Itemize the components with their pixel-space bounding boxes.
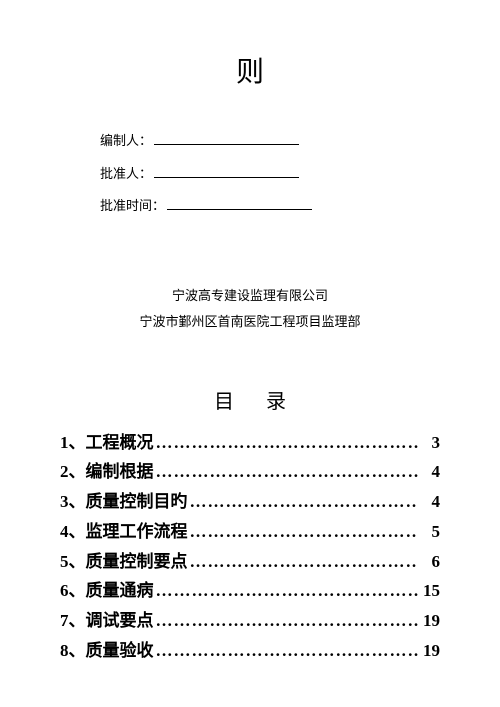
signature-row: 批准时间： — [100, 190, 440, 223]
company-name: 宁波高专建设监理有限公司 — [60, 283, 440, 309]
toc-dots: …………………………………………… — [154, 576, 419, 606]
company-block: 宁波高专建设监理有限公司 宁波市鄞州区首南医院工程项目监理部 — [60, 283, 440, 335]
signature-block: 编制人： 批准人： 批准时间： — [100, 125, 440, 223]
toc-dots: …………………………………………… — [188, 487, 419, 517]
toc-number: 6、 — [60, 576, 86, 606]
signature-underline — [154, 144, 299, 145]
toc-row: 4、 监理工作流程 …………………………………………… 5 — [60, 517, 440, 547]
signature-underline — [167, 209, 312, 210]
toc-row: 6、 质量通病 …………………………………………… 15 — [60, 576, 440, 606]
toc-label: 质量验收 — [86, 636, 154, 666]
toc-title: 目录 — [60, 385, 440, 414]
toc-label: 质量控制要点 — [86, 547, 188, 577]
toc-row: 3、 质量控制目旳 …………………………………………… 4 — [60, 487, 440, 517]
toc-page: 15 — [418, 576, 440, 606]
signature-label: 批准人： — [100, 158, 152, 191]
toc-label: 质量控制目旳 — [86, 487, 188, 517]
toc-page: 3 — [418, 428, 440, 458]
signature-label: 批准时间： — [100, 190, 165, 223]
toc-row: 7、 调试要点 …………………………………………… 19 — [60, 606, 440, 636]
toc-number: 8、 — [60, 636, 86, 666]
page-title: 则 — [60, 50, 440, 90]
toc-row: 8、 质量验收 …………………………………………… 19 — [60, 636, 440, 666]
toc-dots: …………………………………………… — [154, 636, 419, 666]
toc-row: 5、 质量控制要点 …………………………………………… 6 — [60, 547, 440, 577]
toc-label: 监理工作流程 — [86, 517, 188, 547]
toc-number: 1、 — [60, 428, 86, 458]
toc-label: 编制根据 — [86, 457, 154, 487]
signature-row: 批准人： — [100, 158, 440, 191]
toc-number: 3、 — [60, 487, 86, 517]
toc-label: 质量通病 — [86, 576, 154, 606]
project-department: 宁波市鄞州区首南医院工程项目监理部 — [60, 309, 440, 335]
toc-page: 6 — [418, 547, 440, 577]
signature-row: 编制人： — [100, 125, 440, 158]
table-of-contents: 1、 工程概况 …………………………………………… 3 2、 编制根据 …………… — [60, 428, 440, 666]
toc-number: 7、 — [60, 606, 86, 636]
toc-dots: …………………………………………… — [188, 517, 419, 547]
toc-page: 19 — [418, 606, 440, 636]
toc-dots: …………………………………………… — [154, 606, 419, 636]
toc-page: 4 — [418, 487, 440, 517]
toc-dots: …………………………………………… — [188, 547, 419, 577]
toc-page: 19 — [418, 636, 440, 666]
toc-row: 2、 编制根据 …………………………………………… 4 — [60, 457, 440, 487]
toc-page: 5 — [418, 517, 440, 547]
toc-number: 5、 — [60, 547, 86, 577]
toc-dots: …………………………………………… — [154, 457, 419, 487]
toc-number: 2、 — [60, 457, 86, 487]
toc-number: 4、 — [60, 517, 86, 547]
signature-underline — [154, 177, 299, 178]
toc-label: 工程概况 — [86, 428, 154, 458]
toc-page: 4 — [418, 457, 440, 487]
toc-label: 调试要点 — [86, 606, 154, 636]
toc-row: 1、 工程概况 …………………………………………… 3 — [60, 428, 440, 458]
signature-label: 编制人： — [100, 125, 152, 158]
toc-dots: …………………………………………… — [154, 428, 419, 458]
